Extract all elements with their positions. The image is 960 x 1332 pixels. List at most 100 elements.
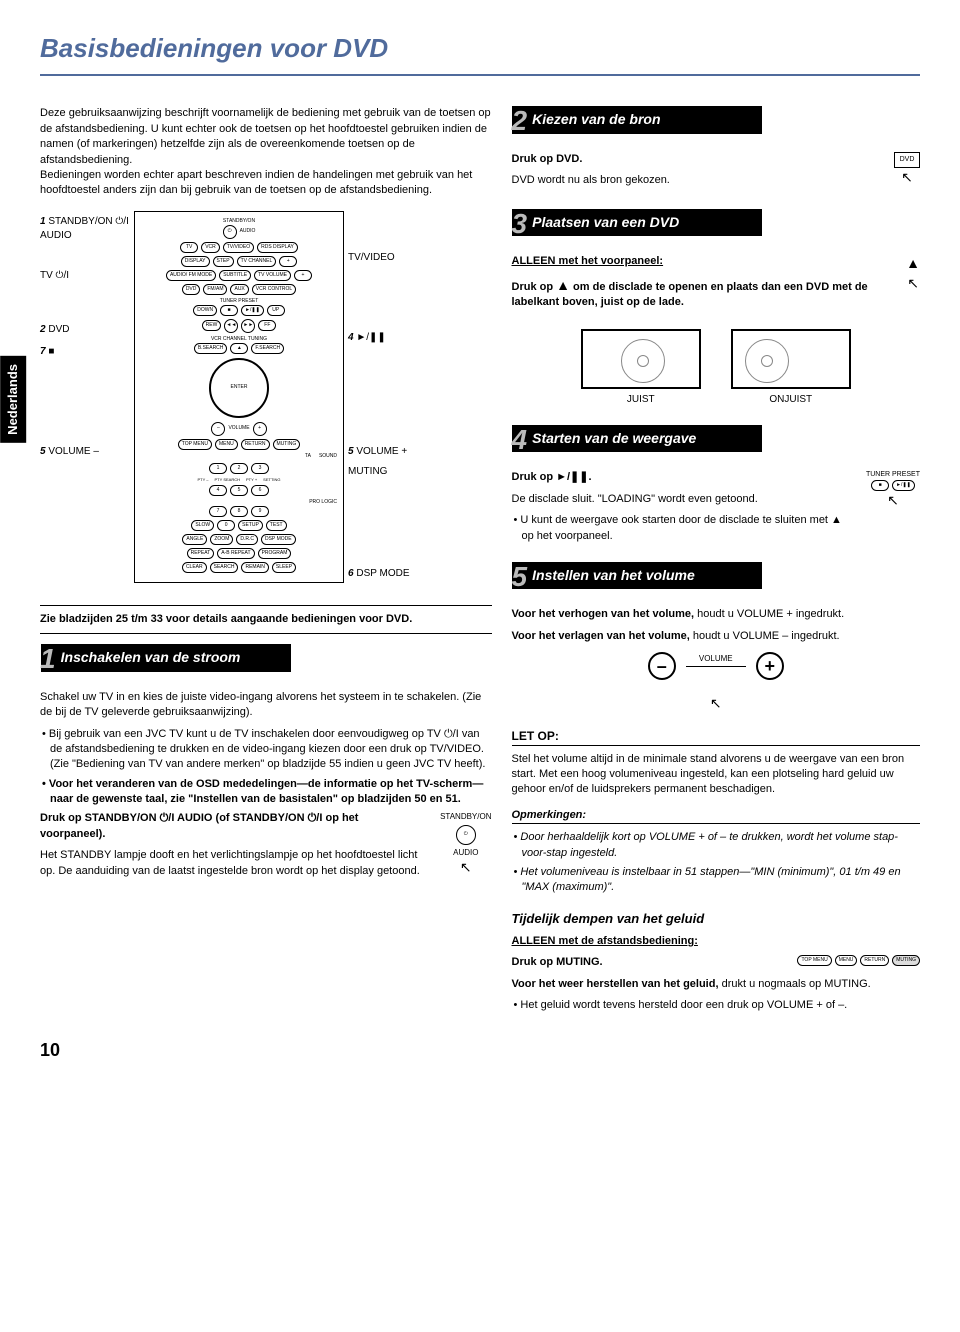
return-button[interactable]: RETURN <box>241 439 270 450</box>
repeat-button[interactable]: REPEAT <box>187 548 215 559</box>
num-button[interactable]: 0 <box>217 520 235 531</box>
annot-num: 5 <box>348 446 354 457</box>
muting-buttons-diagram: TOP MENU MENU RETURN MUTING <box>797 955 920 966</box>
annot-num: 1 <box>40 216 46 227</box>
step5-text: Voor het verlagen van het volume, houdt … <box>512 629 921 644</box>
menu-icon: MENU <box>835 955 858 966</box>
annot-label: DVD <box>48 324 69 335</box>
volminus-button[interactable]: – <box>211 422 225 436</box>
volume-diagram: – VOLUME + <box>512 652 921 680</box>
tvvideo-button[interactable]: TV/VIDEO <box>223 242 254 253</box>
plus-button[interactable]: + <box>294 270 312 281</box>
mute-bullet: Het geluid wordt tevens hersteld door ee… <box>512 998 921 1013</box>
fsearch-button[interactable]: F.SEARCH <box>251 343 284 354</box>
sleep-button[interactable]: SLEEP <box>272 562 296 573</box>
stop-button[interactable]: ■ <box>220 305 238 316</box>
topmenu-button[interactable]: TOP MENU <box>178 439 212 450</box>
dspmode-button[interactable]: DSP MODE <box>261 534 296 545</box>
setup-button[interactable]: SETUP <box>238 520 263 531</box>
down-button[interactable]: DOWN <box>193 305 217 316</box>
tvch-button[interactable]: TV CHANNEL <box>237 256 277 267</box>
num-button[interactable]: 5 <box>230 485 248 496</box>
step-number: 3 <box>512 213 528 235</box>
remote-control: STANDBY/ON ⏻AUDIO TV VCR TV/VIDEO RDS DI… <box>134 211 344 584</box>
num-button[interactable]: 6 <box>251 485 269 496</box>
vcrctl-button[interactable]: VCR CONTROL <box>252 284 296 295</box>
opm-bullet: Het volumeniveau is instelbaar in 51 sta… <box>512 865 921 896</box>
eject-button[interactable]: ▲ <box>230 343 248 354</box>
vcr-button[interactable]: VCR <box>201 242 220 253</box>
tray-wrong <box>731 329 851 389</box>
play-button[interactable]: ►/❚❚ <box>241 305 264 316</box>
search-button[interactable]: SEARCH <box>210 562 239 573</box>
step5-text: Voor het verhogen van het volume, houdt … <box>512 607 921 622</box>
angle-button[interactable]: ANGLE <box>182 534 207 545</box>
step-title: Inschakelen van de stroom <box>41 644 291 672</box>
display-button[interactable]: DISPLAY <box>181 256 210 267</box>
standby-button[interactable]: ⏻ <box>223 225 237 239</box>
test-button[interactable]: TEST <box>266 520 287 531</box>
remote-diagram: 1 STANDBY/ON ⏻/I AUDIO TV ⏻/I 2 DVD 7 ■ … <box>40 211 492 585</box>
ff-button[interactable]: FF <box>258 320 276 331</box>
menu-button[interactable]: MENU <box>215 439 238 450</box>
volplus-button[interactable]: + <box>253 422 267 436</box>
volminus-icon: – <box>648 652 676 680</box>
slow-button[interactable]: SLOW <box>191 520 214 531</box>
subtitle-button[interactable]: SUBTITLE <box>219 270 251 281</box>
num-button[interactable]: 2 <box>230 463 248 474</box>
tvvol-button[interactable]: TV VOLUME <box>254 270 291 281</box>
annot-num: 7 <box>40 346 46 357</box>
num-button[interactable]: 8 <box>230 506 248 517</box>
annot-num: 5 <box>40 446 46 457</box>
step5-heading: 5 Instellen van het volume <box>512 562 921 598</box>
annot-label: TV/VIDEO <box>348 251 438 265</box>
annot-num: 4 <box>348 332 354 343</box>
nav-circle[interactable]: ENTER <box>209 358 269 418</box>
clear-button[interactable]: CLEAR <box>182 562 207 573</box>
num-button[interactable]: 7 <box>209 506 227 517</box>
pointer-icon: ↖ <box>512 694 921 714</box>
audiofm-button[interactable]: AUDIO/ FM MODE <box>166 270 216 281</box>
bsearch-button[interactable]: B.SEARCH <box>194 343 228 354</box>
fmam-button[interactable]: FM/AM <box>203 284 227 295</box>
tray-diagram: JUIST ONJUIST <box>512 329 921 407</box>
num-button[interactable]: 9 <box>251 506 269 517</box>
opm-bullet: Door herhaaldelijk kort op VOLUME + of –… <box>512 830 921 861</box>
drc-button[interactable]: D.R.C <box>236 534 258 545</box>
num-button[interactable]: 4 <box>209 485 227 496</box>
rew2-button[interactable]: ◄◄ <box>224 319 238 333</box>
num-button[interactable]: 3 <box>251 463 269 474</box>
tv-button[interactable]: TV <box>180 242 198 253</box>
volplus-icon: + <box>756 652 784 680</box>
zoom-button[interactable]: ZOOM <box>210 534 233 545</box>
muting-button[interactable]: MUTING <box>273 439 301 450</box>
step-number: 5 <box>512 566 528 588</box>
vcrch-label: VCR CHANNEL TUNING <box>141 336 337 343</box>
up-button[interactable]: UP <box>267 305 285 316</box>
dvd-button[interactable]: DVD <box>182 284 201 295</box>
tray-correct <box>581 329 701 389</box>
tray-label: JUIST <box>581 393 701 407</box>
standby-icon: STANDBY/ON ⏻ AUDIO ↖ <box>440 811 491 877</box>
remain-button[interactable]: REMAIN <box>241 562 268 573</box>
num-button[interactable]: 1 <box>209 463 227 474</box>
step-button[interactable]: STEP <box>213 256 234 267</box>
opm-title: Opmerkingen: <box>512 808 921 824</box>
step3-text: Druk op ▲ om de disclade te openen en pl… <box>512 276 897 311</box>
abrepeat-button[interactable]: A-B REPEAT <box>217 548 254 559</box>
program-button[interactable]: PROGRAM <box>258 548 292 559</box>
ta-label: TA <box>305 453 311 460</box>
annot-label: VOLUME – <box>48 446 99 457</box>
step-title: Kiezen van de bron <box>512 106 762 134</box>
letop-title: LET OP: <box>512 728 921 746</box>
annot-label: VOLUME + <box>356 446 407 457</box>
rds-button[interactable]: RDS DISPLAY <box>257 242 298 253</box>
rew-button[interactable]: REW <box>202 320 222 331</box>
aux-button[interactable]: AUX <box>230 284 248 295</box>
pty-label: PTY + <box>246 477 257 483</box>
plus-button[interactable]: + <box>279 256 297 267</box>
step-number: 4 <box>512 429 528 451</box>
ff2-button[interactable]: ►► <box>241 319 255 333</box>
stop-icon: ■ <box>871 480 889 491</box>
volume-label: VOLUME <box>699 653 733 664</box>
